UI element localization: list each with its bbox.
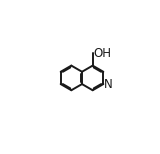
Text: OH: OH: [94, 47, 112, 60]
Text: N: N: [104, 78, 113, 91]
